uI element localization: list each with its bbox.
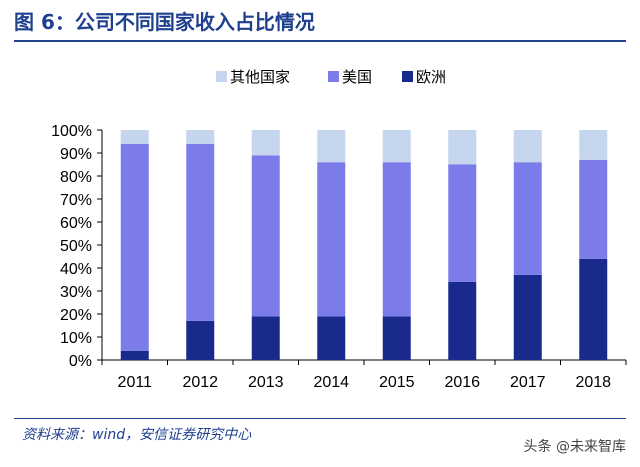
x-tick-label: 2017 <box>510 374 546 391</box>
y-tick-label: 30% <box>60 284 92 301</box>
bar-segment <box>513 162 542 275</box>
y-tick-label: 70% <box>60 192 92 209</box>
legend-swatch <box>402 71 413 82</box>
legend-swatch <box>328 71 339 82</box>
source-divider <box>14 418 626 419</box>
x-tick-label: 2013 <box>248 374 284 391</box>
y-tick-label: 80% <box>60 169 92 186</box>
y-tick-label: 10% <box>60 330 92 347</box>
bar-segment <box>186 320 215 360</box>
y-tick-label: 20% <box>60 307 92 324</box>
bar-segment <box>579 159 608 259</box>
bar-segment <box>317 316 346 360</box>
y-tick-label: 40% <box>60 261 92 278</box>
bar-segment <box>382 130 411 163</box>
bar-segment <box>251 130 280 156</box>
legend-label: 欧洲 <box>416 68 446 86</box>
bar-segment <box>513 274 542 360</box>
bar-segment <box>251 316 280 360</box>
bar-segment <box>186 130 215 144</box>
x-tick-label: 2018 <box>575 374 611 391</box>
title-divider <box>14 40 626 42</box>
bar-segment <box>120 143 149 351</box>
stacked-bar-chart: 0% 10% 20% 30% 40% 50% 60% 70% 80% 90% 100% 2011 201… <box>51 68 627 391</box>
legend-label: 其他国家 <box>230 68 290 86</box>
bar-segment <box>382 162 411 317</box>
x-tick-label: 2016 <box>444 374 480 391</box>
y-tick-label: 50% <box>60 238 92 255</box>
bar-segment <box>251 155 280 317</box>
bar-segment <box>317 130 346 163</box>
legend-label: 美国 <box>342 68 372 86</box>
y-tick-label: 60% <box>60 215 92 232</box>
bar-segment <box>186 143 215 321</box>
bar-segment <box>317 162 346 317</box>
bar-segment <box>448 281 477 360</box>
x-tick-label: 2012 <box>182 374 218 391</box>
x-tick-label: 2015 <box>379 374 415 391</box>
bar-segment <box>579 258 608 360</box>
bar-segment <box>120 130 149 144</box>
bar-segment <box>579 130 608 160</box>
legend-swatch <box>216 71 227 82</box>
bar-segment <box>120 350 149 360</box>
source-note: 资料来源：wind，安信证券研究中心 <box>22 427 252 443</box>
bar-segment <box>513 130 542 163</box>
figure-title: 图 6：公司不同国家收入占比情况 <box>14 10 315 34</box>
y-tick-label: 100% <box>51 123 92 140</box>
y-tick-label: 0% <box>69 353 92 370</box>
x-tick-label: 2014 <box>313 374 349 391</box>
x-tick-label: 2011 <box>118 374 153 391</box>
y-tick-label: 90% <box>60 146 92 163</box>
watermark: 头条 @未来智库 <box>523 439 626 455</box>
bar-segment <box>448 164 477 282</box>
bar-segment <box>448 130 477 165</box>
bar-segment <box>382 316 411 360</box>
